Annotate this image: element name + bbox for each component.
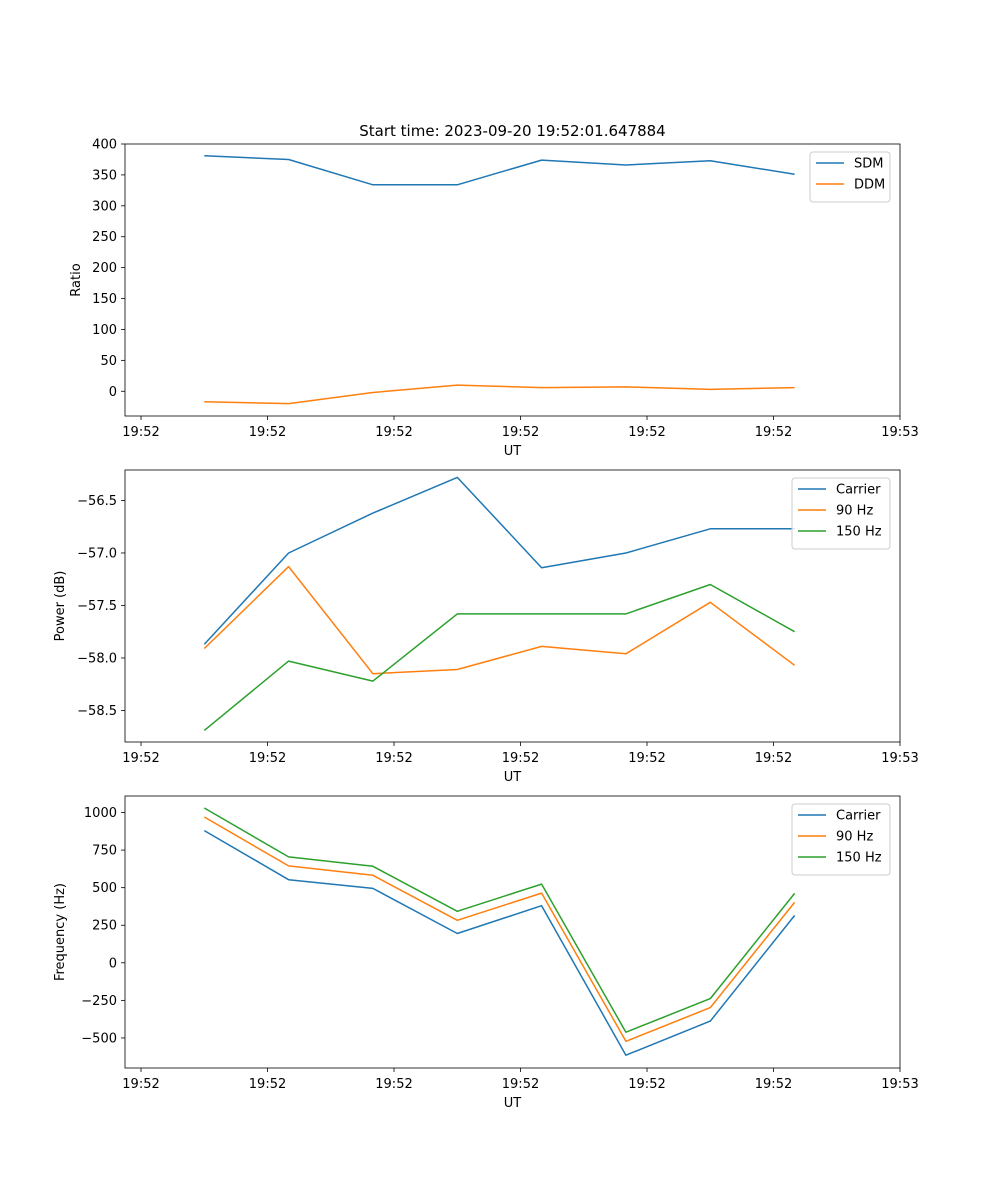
chart-3: 19:52 19:52 19:52 19:52 19:52 19:52 19:53 −500 −… [53, 795, 919, 1111]
y-tick-label: −57.5 [77, 599, 117, 614]
y-tick-label: −56.5 [77, 494, 117, 509]
x-tick-label: 19:52 [755, 425, 792, 440]
legend-label: Carrier [836, 483, 881, 498]
y-axis-label: Frequency (Hz) [53, 883, 68, 981]
legend: Carrier 90 Hz 150 Hz [791, 477, 891, 550]
x-axis-label: UT [504, 1096, 522, 1111]
x-tick-label: 19:52 [628, 1077, 665, 1092]
y-tick-label: −58.0 [77, 651, 117, 666]
series-line-carrier [203, 829, 796, 1056]
figure-title: Start time: 2023-09-20 19:52:01.647884 [359, 122, 665, 140]
y-tick-label: 250 [92, 230, 117, 245]
series-line-carrier [203, 476, 795, 645]
series-line-90-hz [203, 816, 796, 1043]
y-tick-label: 500 [92, 881, 117, 896]
x-tick-label: 19:52 [249, 1077, 286, 1092]
y-tick-label: 1000 [84, 806, 117, 821]
axes-frame [124, 795, 901, 1069]
series-line-90-hz [203, 565, 796, 675]
y-axis-label: Ratio [69, 263, 84, 296]
x-tick-label: 19:52 [249, 751, 286, 766]
y-tick-label: −58.5 [77, 704, 117, 719]
x-tick-label: 19:53 [881, 751, 918, 766]
y-tick-label: 250 [92, 919, 117, 934]
x-tick-label: 19:52 [375, 1077, 412, 1092]
y-tick-label: 0 [109, 956, 117, 971]
y-tick-label: 100 [92, 323, 117, 338]
legend-box [809, 151, 891, 203]
legend-label: SDM [854, 157, 883, 172]
axes-frame [124, 143, 901, 417]
legend-label: 150 Hz [836, 525, 882, 540]
series-line-ddm [204, 384, 795, 405]
y-tick-label: 400 [92, 138, 117, 153]
y-tick-label: −250 [81, 994, 117, 1009]
x-tick-label: 19:52 [122, 751, 159, 766]
x-axis-label: UT [504, 444, 522, 459]
series-line-150-hz [203, 807, 796, 1033]
x-tick-label: 19:52 [628, 425, 665, 440]
x-tick-label: 19:52 [122, 425, 159, 440]
x-tick-label: 19:52 [502, 751, 539, 766]
x-tick-label: 19:53 [881, 425, 918, 440]
x-tick-label: 19:52 [502, 1077, 539, 1092]
legend-label: 90 Hz [836, 830, 873, 845]
y-tick-label: 0 [109, 385, 117, 400]
legend: Carrier 90 Hz 150 Hz [791, 803, 891, 876]
legend-label: 150 Hz [836, 851, 882, 866]
legend-label: Carrier [836, 809, 881, 824]
charts: 19:52 19:52 19:52 19:52 19:52 19:52 19:53 0 50 10… [53, 138, 919, 1112]
series-line-150-hz [203, 583, 795, 731]
y-tick-label: −57.0 [77, 546, 117, 561]
y-axis-label: Power (dB) [53, 571, 68, 642]
x-tick-label: 19:52 [755, 1077, 792, 1092]
chart-2: 19:52 19:52 19:52 19:52 19:52 19:52 19:53 −58.5… [53, 469, 919, 785]
series-line-sdm [204, 154, 795, 186]
legend-label: 90 Hz [836, 504, 873, 519]
x-tick-label: 19:52 [375, 425, 412, 440]
x-tick-label: 19:52 [249, 425, 286, 440]
x-axis-label: UT [504, 770, 522, 785]
y-tick-label: 200 [92, 261, 117, 276]
y-tick-label: 350 [92, 168, 117, 183]
y-tick-label: 50 [100, 354, 117, 369]
y-tick-label: −500 [81, 1031, 117, 1046]
axes-frame [124, 469, 901, 743]
x-tick-label: 19:53 [881, 1077, 918, 1092]
x-tick-label: 19:52 [502, 425, 539, 440]
legend-label: DDM [854, 178, 885, 193]
x-tick-label: 19:52 [755, 751, 792, 766]
y-tick-label: 150 [92, 292, 117, 307]
chart-1: 19:52 19:52 19:52 19:52 19:52 19:52 19:53 0 50 10… [69, 138, 919, 460]
x-tick-label: 19:52 [628, 751, 665, 766]
y-tick-label: 750 [92, 844, 117, 859]
x-tick-label: 19:52 [375, 751, 412, 766]
x-tick-label: 19:52 [122, 1077, 159, 1092]
legend: SDM DDM [809, 151, 891, 203]
y-tick-label: 300 [92, 199, 117, 214]
